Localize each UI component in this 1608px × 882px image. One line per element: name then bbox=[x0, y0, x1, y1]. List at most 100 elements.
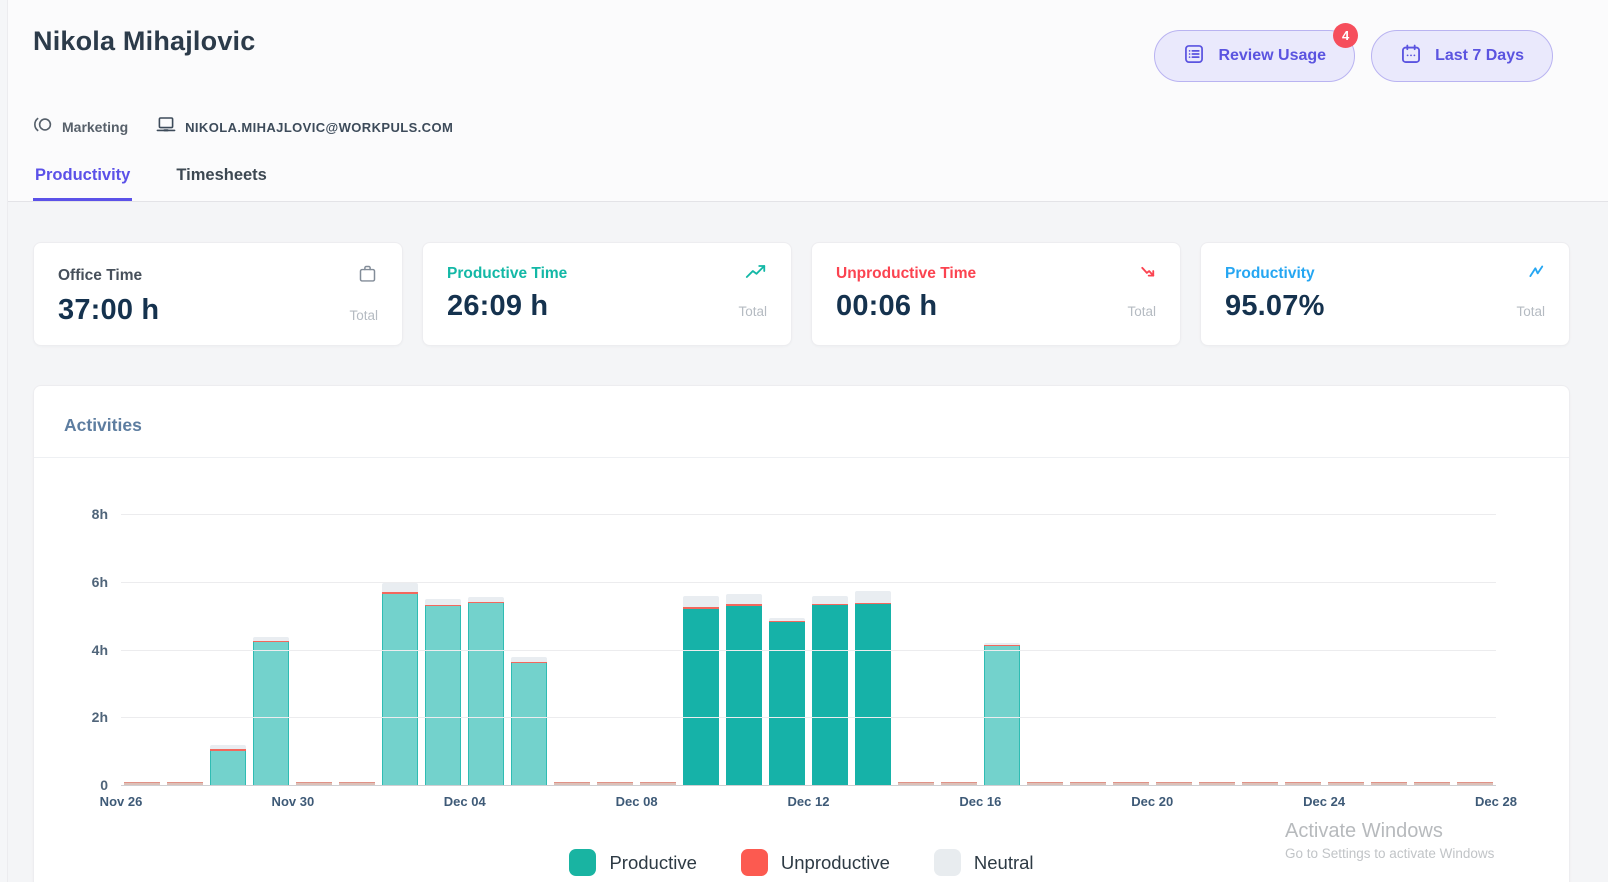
day-slot bbox=[1367, 514, 1410, 785]
activity-bar-dec-12[interactable] bbox=[811, 595, 848, 785]
activity-bar-nov-26[interactable] bbox=[124, 782, 161, 785]
neutral-segment bbox=[726, 593, 763, 605]
gridline bbox=[121, 785, 1496, 786]
day-slot bbox=[1195, 514, 1238, 785]
x-axis-label: Dec 28 bbox=[1475, 794, 1517, 809]
activity-bar-dec-19[interactable] bbox=[1112, 782, 1149, 785]
legend-label: Productive bbox=[609, 851, 697, 873]
activity-bar-dec-09[interactable] bbox=[683, 595, 720, 785]
unprod-segment bbox=[769, 620, 806, 623]
stat-cards: Office Time 37:00 h Total Productive Tim… bbox=[33, 242, 1570, 346]
trend-up-icon bbox=[745, 263, 767, 285]
unprod-segment bbox=[726, 604, 763, 607]
activity-bar-nov-29[interactable] bbox=[253, 637, 290, 785]
zero-day-sliver bbox=[124, 782, 161, 785]
activity-bar-dec-26[interactable] bbox=[1413, 782, 1450, 785]
activity-bar-dec-10[interactable] bbox=[726, 593, 763, 785]
neutral-segment bbox=[210, 745, 247, 750]
stat-value: 00:06 h bbox=[836, 290, 938, 322]
activity-bar-dec-02[interactable] bbox=[382, 582, 419, 785]
day-slot bbox=[250, 514, 293, 785]
activity-bar-dec-17[interactable] bbox=[1026, 782, 1063, 785]
unprod-segment bbox=[382, 592, 419, 594]
tab-timesheets[interactable]: Timesheets bbox=[176, 166, 267, 184]
review-usage-label: Review Usage bbox=[1218, 47, 1327, 64]
date-range-button[interactable]: Last 7 Days bbox=[1371, 30, 1553, 82]
y-axis-label: 6h bbox=[91, 573, 108, 590]
day-slot bbox=[1066, 514, 1109, 785]
prod-solid-segment bbox=[769, 622, 806, 785]
day-slot bbox=[121, 514, 164, 785]
activity-bar-dec-04[interactable] bbox=[468, 596, 505, 785]
activity-bar-dec-08[interactable] bbox=[640, 782, 677, 785]
zero-day-sliver bbox=[296, 782, 333, 785]
activity-bar-dec-07[interactable] bbox=[597, 782, 634, 785]
tab-bar: Productivity Timesheets bbox=[33, 166, 1553, 201]
activity-bar-nov-30[interactable] bbox=[296, 782, 333, 785]
activity-bar-nov-27[interactable] bbox=[167, 782, 204, 785]
day-slot bbox=[465, 514, 508, 785]
activity-bar-dec-25[interactable] bbox=[1370, 782, 1407, 785]
activity-bar-dec-18[interactable] bbox=[1069, 782, 1106, 785]
activity-bar-dec-11[interactable] bbox=[769, 617, 806, 785]
x-axis-label: Nov 26 bbox=[99, 794, 143, 809]
day-slot bbox=[1023, 514, 1066, 785]
prod-solid-segment bbox=[726, 606, 763, 785]
day-slot bbox=[1410, 514, 1453, 785]
activity-bar-dec-21[interactable] bbox=[1198, 782, 1235, 785]
activity-bar-dec-23[interactable] bbox=[1284, 782, 1321, 785]
legend-item-neutral[interactable]: Neutral bbox=[933, 849, 1034, 876]
legend-item-unproductive[interactable]: Unproductive bbox=[740, 849, 890, 876]
stat-value: 37:00 h bbox=[58, 294, 160, 326]
activity-bar-dec-01[interactable] bbox=[339, 782, 376, 785]
activity-bar-dec-06[interactable] bbox=[554, 782, 591, 785]
day-slot bbox=[594, 514, 637, 785]
day-slot bbox=[293, 514, 336, 785]
day-slot bbox=[1109, 514, 1152, 785]
day-slot bbox=[207, 514, 250, 785]
briefcase-icon bbox=[357, 263, 378, 289]
divider bbox=[34, 457, 1569, 458]
zero-day-sliver bbox=[167, 782, 204, 785]
prod-tint-segment bbox=[983, 646, 1020, 785]
stat-total: Total bbox=[1127, 304, 1156, 319]
team-label: Marketing bbox=[62, 119, 129, 135]
x-axis-label: Dec 12 bbox=[787, 794, 830, 809]
unprod-segment bbox=[854, 602, 891, 605]
review-usage-icon bbox=[1183, 43, 1205, 70]
activity-bar-dec-24[interactable] bbox=[1327, 782, 1364, 785]
calendar-icon bbox=[1400, 43, 1422, 70]
day-slot bbox=[980, 514, 1023, 785]
prod-solid-segment bbox=[683, 608, 720, 785]
activity-bar-dec-05[interactable] bbox=[511, 657, 548, 785]
x-axis-label: Dec 08 bbox=[615, 794, 658, 809]
day-slot bbox=[164, 514, 207, 785]
activity-bar-dec-16[interactable] bbox=[983, 642, 1020, 785]
stat-total: Total bbox=[738, 304, 767, 319]
unprod-segment bbox=[425, 604, 462, 607]
stat-value: 95.07% bbox=[1225, 290, 1325, 322]
legend-item-productive[interactable]: Productive bbox=[569, 849, 697, 876]
tab-productivity[interactable]: Productivity bbox=[33, 166, 133, 201]
zero-day-sliver bbox=[339, 782, 376, 785]
notification-badge: 4 bbox=[1333, 23, 1359, 48]
neutral-segment bbox=[811, 595, 848, 604]
stat-label: Productivity bbox=[1225, 265, 1315, 282]
activity-bar-nov-28[interactable] bbox=[210, 745, 247, 785]
trend-down-icon bbox=[1134, 263, 1156, 285]
y-axis-label: 2h bbox=[91, 709, 108, 726]
activity-bar-dec-27[interactable] bbox=[1456, 782, 1493, 785]
day-slot bbox=[1324, 514, 1367, 785]
legend-swatch bbox=[740, 849, 768, 876]
review-usage-button[interactable]: Review Usage 4 bbox=[1154, 23, 1359, 82]
zero-day-sliver bbox=[1370, 782, 1407, 785]
user-email: NIKOLA.MIHAJLOVIC@WORKPULS.COM bbox=[185, 119, 454, 135]
zero-day-sliver bbox=[1198, 782, 1235, 785]
activity-bar-dec-15[interactable] bbox=[940, 782, 977, 785]
activity-bar-dec-14[interactable] bbox=[897, 782, 934, 785]
stat-value: 26:09 h bbox=[447, 290, 549, 322]
activity-bar-dec-20[interactable] bbox=[1155, 782, 1192, 785]
activity-bar-dec-22[interactable] bbox=[1241, 782, 1278, 785]
activity-bar-dec-13[interactable] bbox=[854, 590, 891, 785]
activity-bar-dec-03[interactable] bbox=[425, 599, 462, 785]
